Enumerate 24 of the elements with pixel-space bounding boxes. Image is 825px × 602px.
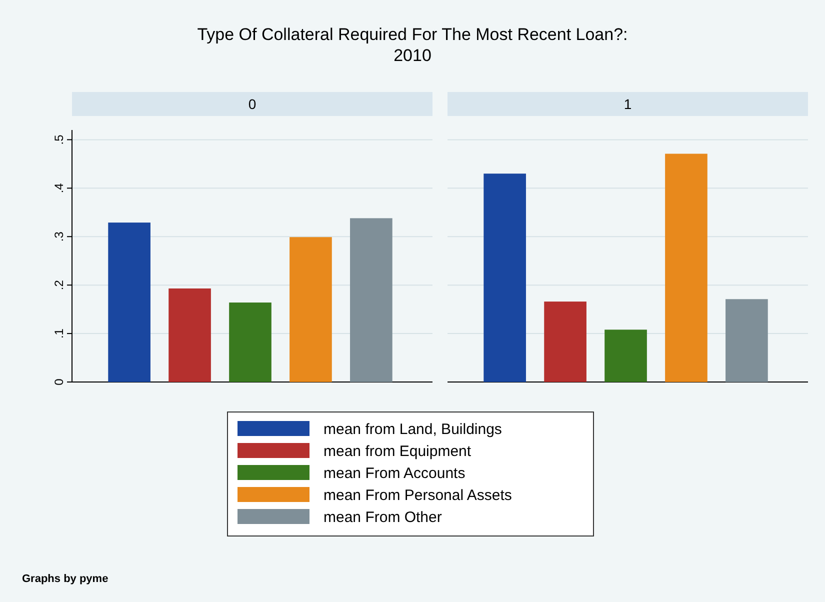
- bar: [168, 288, 211, 382]
- bar: [108, 222, 150, 382]
- legend-label: mean From Accounts: [324, 465, 466, 482]
- legend-label: mean From Personal Assets: [324, 487, 512, 504]
- y-tick-label: .3: [52, 231, 66, 242]
- y-tick-label: .2: [52, 280, 66, 290]
- bar: [350, 218, 392, 382]
- bar: [604, 330, 647, 382]
- chart-title: Type Of Collateral Required For The Most Recent Loan?: 2010: [197, 25, 628, 65]
- legend-label: mean from Land, Buildings: [324, 421, 502, 438]
- y-tick-label: .4: [52, 182, 66, 194]
- y-tick-label: .1: [52, 328, 66, 339]
- y-tick-label: .5: [52, 134, 66, 145]
- bar: [726, 299, 768, 382]
- bar: [290, 237, 332, 382]
- y-tick-label: 0: [52, 378, 66, 386]
- x-tick-label: 1: [624, 96, 632, 112]
- bar: [229, 302, 272, 382]
- bar: [544, 302, 586, 382]
- legend-label: mean from Equipment: [324, 443, 472, 460]
- legend-label: mean From Other: [324, 509, 442, 526]
- bar: [484, 174, 526, 382]
- bar: [665, 154, 708, 382]
- text: Graphs by pyme: [22, 573, 108, 585]
